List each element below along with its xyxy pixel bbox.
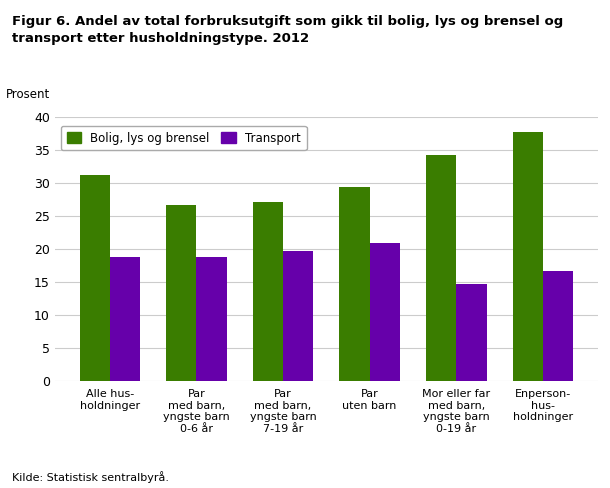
Text: Kilde: Statistisk sentralbyrå.: Kilde: Statistisk sentralbyrå.: [12, 471, 169, 483]
Bar: [339, 187, 370, 381]
Legend: Bolig, lys og brensel, Transport: Bolig, lys og brensel, Transport: [61, 125, 307, 150]
Bar: [512, 132, 543, 381]
Bar: [426, 155, 456, 381]
Bar: [166, 205, 196, 381]
Text: Figur 6. Andel av total forbruksutgift som gikk til bolig, lys og brensel og
tra: Figur 6. Andel av total forbruksutgift s…: [12, 15, 564, 44]
Bar: [456, 285, 487, 381]
Bar: [196, 258, 227, 381]
Bar: [110, 257, 140, 381]
Bar: [543, 271, 573, 381]
Bar: [79, 175, 110, 381]
Bar: [370, 243, 400, 381]
Bar: [283, 251, 314, 381]
Text: Prosent: Prosent: [6, 88, 50, 102]
Bar: [253, 202, 283, 381]
